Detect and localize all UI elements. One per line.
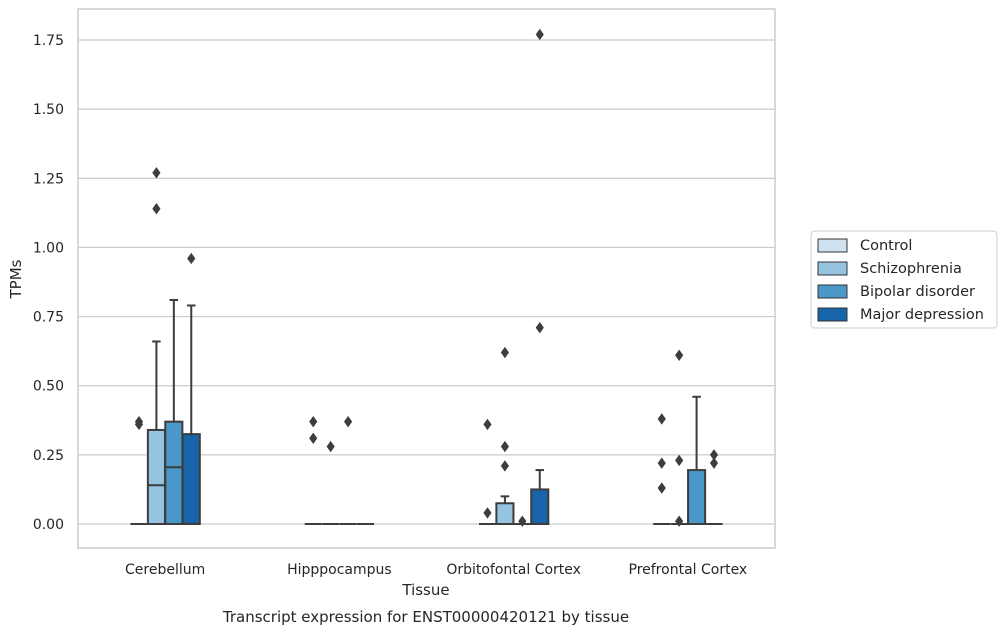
outlier-point [500, 346, 510, 359]
outlier-point [343, 415, 353, 428]
outlier-point [535, 28, 544, 41]
legend-label: Control [860, 238, 912, 254]
y-tick-label: 1.00 [33, 240, 64, 256]
y-axis-ticks: 0.00 0.25 0.50 0.75 1.00 1.25 1.50 1.75 [33, 33, 64, 533]
legend-frame [810, 230, 998, 329]
outlier-point [675, 515, 684, 527]
chart-caption: Transcript expression for ENST0000042012… [222, 608, 629, 626]
y-tick-label: 0.50 [33, 379, 64, 395]
outlier-point [657, 482, 666, 494]
outlier-point [535, 321, 544, 334]
x-tick-label: Prefrontal Cortex [629, 562, 748, 578]
box-group [339, 415, 357, 525]
box-iqr [530, 488, 550, 525]
legend-swatch [817, 307, 848, 322]
box-iqr [181, 433, 201, 525]
x-axis-ticks: Cerebellum Hipppocampus Orbitofontal Corte… [125, 562, 747, 578]
outlier-point [483, 507, 492, 519]
legend-label: Schizophrenia [860, 261, 962, 277]
outlier-point [709, 457, 719, 469]
outlier-point [483, 418, 492, 431]
y-axis-label: TPMs [7, 259, 25, 299]
outlier-point [518, 515, 527, 527]
x-tick-label: Hipppocampus [287, 562, 392, 578]
box-iqr [687, 469, 707, 525]
y-tick-label: 1.75 [33, 33, 64, 49]
outlier-point [657, 457, 666, 469]
box-group [513, 515, 531, 527]
y-tick-label: 0.75 [33, 310, 64, 326]
legend: Control Schizophrenia Bipolar disorder Majo… [810, 230, 998, 329]
outlier-point [709, 449, 719, 461]
box-group [130, 415, 148, 525]
box-group [687, 395, 707, 525]
x-axis-label: Tissue [401, 581, 449, 599]
box-group [478, 418, 497, 525]
plot-frame [77, 8, 776, 549]
box-group [322, 440, 340, 525]
y-tick-label: 0.00 [33, 517, 64, 533]
outlier-point [657, 413, 666, 425]
box-group [304, 415, 322, 525]
x-tick-label: Orbitofontal Cortex [446, 562, 581, 578]
outlier-point [675, 349, 684, 361]
box-group [670, 349, 688, 527]
box-iqr [164, 420, 184, 526]
box-group [705, 449, 723, 525]
box-iqr [146, 428, 166, 526]
box-group [653, 413, 671, 525]
legend-label: Major depression [860, 307, 984, 323]
outlier-point [500, 440, 510, 453]
legend-swatch [817, 261, 848, 276]
outlier-point [326, 440, 335, 453]
boxes-layer [130, 28, 723, 527]
x-tick-label: Cerebellum [125, 562, 205, 578]
outlier-point [152, 203, 161, 215]
y-tick-label: 0.25 [33, 448, 64, 464]
outlier-point [309, 415, 318, 428]
outlier-point [309, 432, 318, 444]
legend-label: Bipolar disorder [860, 284, 975, 300]
y-tick-label: 1.25 [33, 171, 64, 187]
legend-swatch [817, 284, 848, 299]
legend-swatch [817, 238, 848, 253]
box-iqr [495, 502, 515, 525]
box-group [495, 346, 515, 525]
box-group [181, 252, 201, 525]
box-group [530, 28, 550, 525]
outlier-point [500, 460, 510, 472]
outlier-point [152, 167, 161, 179]
outlier-point [187, 252, 196, 265]
y-tick-label: 1.50 [33, 102, 64, 118]
outlier-point [134, 418, 144, 431]
box-group [164, 298, 184, 526]
outlier-point [675, 454, 684, 467]
